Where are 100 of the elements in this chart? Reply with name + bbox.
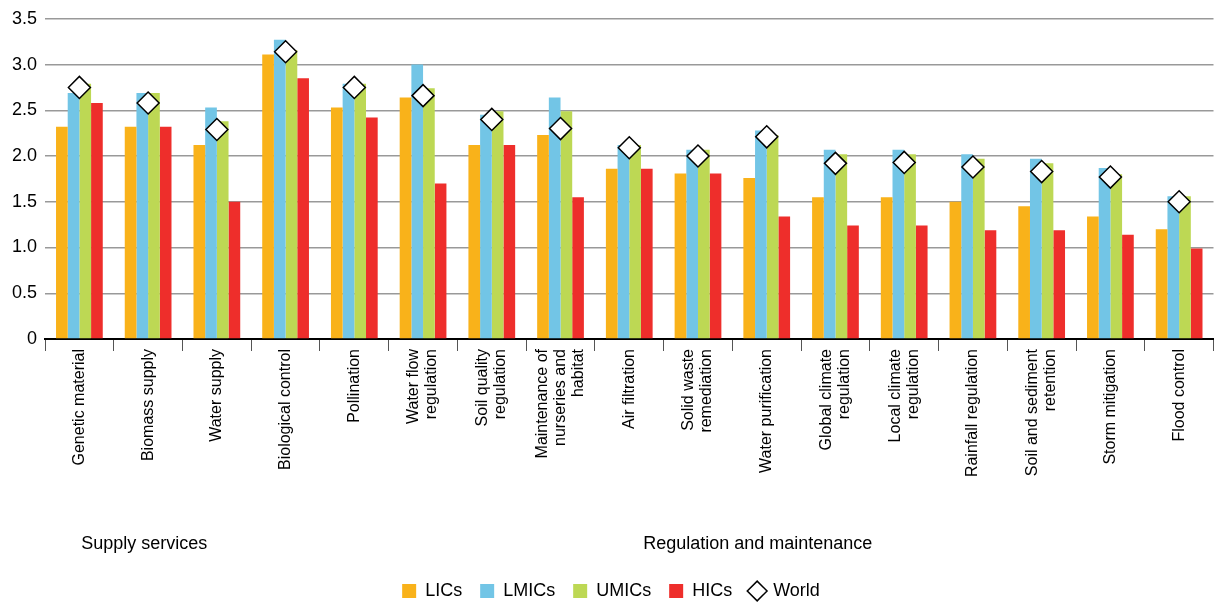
- point: [273, 39, 298, 64]
- bar: [778, 216, 791, 339]
- point: [67, 75, 92, 100]
- point: [961, 155, 985, 179]
- bar: [297, 78, 309, 339]
- bar: [880, 197, 893, 339]
- bar: [342, 83, 355, 339]
- bar: [67, 92, 80, 339]
- x-tick-label: Biological control: [276, 349, 293, 470]
- bar: [847, 225, 859, 339]
- bar: [698, 149, 710, 339]
- bar: [1155, 229, 1168, 339]
- y-tick-label: 1.0: [11, 236, 38, 257]
- bar: [205, 107, 217, 339]
- point: [1098, 165, 1123, 189]
- legend-label: LMICs: [503, 579, 556, 600]
- bar: [709, 173, 722, 339]
- x-tick-label: Genetic material: [69, 349, 87, 466]
- bar: [262, 54, 274, 339]
- bar: [548, 97, 561, 339]
- bar: [949, 201, 962, 339]
- bar: [961, 154, 973, 339]
- point: [411, 83, 435, 108]
- bar: [1110, 174, 1123, 339]
- x-tick-label: Pollination: [344, 349, 362, 423]
- y-tick-label: 3.5: [11, 7, 38, 28]
- bar: [148, 92, 160, 339]
- bar: [812, 197, 824, 339]
- bar: [1179, 196, 1191, 339]
- x-tick-label: Solid waste remediation: [679, 348, 715, 433]
- x-tick-label: Global climate regulation: [816, 348, 852, 451]
- x-tick-label: Water flow regulation: [404, 348, 440, 424]
- bar: [56, 126, 68, 339]
- bar: [273, 39, 286, 339]
- bar: [468, 145, 481, 339]
- bar: [835, 154, 848, 339]
- point: [1167, 190, 1191, 214]
- y-tick-label: 2.5: [11, 99, 38, 120]
- bar: [503, 145, 516, 339]
- x-tick-label: Water purification: [757, 349, 775, 473]
- point: [342, 75, 367, 100]
- bar: [904, 154, 916, 339]
- point: [686, 144, 710, 168]
- bar: [1018, 206, 1030, 339]
- bar: [572, 197, 584, 339]
- point: [480, 107, 504, 132]
- point: [617, 136, 642, 160]
- text: Regulation and maintenance: [643, 532, 873, 553]
- x-tick-label: Storm mitigation: [1100, 349, 1118, 465]
- point: [823, 151, 848, 176]
- y-tick-label: 1.5: [11, 190, 38, 211]
- bar: [79, 83, 92, 339]
- legend-label: UMICs: [596, 579, 652, 600]
- bar: [537, 134, 549, 339]
- x-tick-label: Air filtration: [619, 349, 637, 430]
- y-tick-label: 3.0: [11, 53, 38, 74]
- bar: [640, 168, 653, 339]
- bar: [228, 201, 241, 339]
- bar: [605, 168, 618, 339]
- y-tick-label: 2.0: [11, 145, 38, 165]
- bar: [766, 134, 779, 339]
- bar: [674, 173, 687, 339]
- bar: [617, 145, 630, 339]
- bar: [136, 92, 149, 339]
- bar: [434, 183, 447, 339]
- bar: [354, 83, 367, 339]
- bar: [399, 97, 412, 339]
- y-tick-label: 0.5: [11, 282, 38, 303]
- point: [205, 117, 229, 142]
- bar: [984, 230, 997, 339]
- bar: [411, 64, 424, 339]
- bar: [686, 149, 698, 339]
- bar: [1190, 248, 1203, 339]
- text: Supply services: [81, 532, 208, 553]
- point: [892, 150, 916, 175]
- bar: [159, 126, 172, 339]
- bar: [124, 126, 137, 339]
- bar: [915, 225, 928, 339]
- bar: [1122, 234, 1134, 339]
- legend-label: World: [773, 579, 820, 600]
- bar: [366, 117, 378, 339]
- point: [1029, 159, 1054, 184]
- legend-label: HICs: [692, 579, 733, 600]
- legend-label: LICs: [425, 579, 463, 600]
- point: [136, 91, 160, 115]
- bar: [480, 114, 492, 339]
- bar: [423, 88, 435, 339]
- x-tick-label: Water supply: [207, 349, 225, 442]
- bar: [755, 130, 767, 339]
- bar: [1053, 230, 1066, 339]
- bar: [1167, 196, 1180, 339]
- point: [548, 116, 573, 141]
- x-tick-label: Flood control: [1169, 349, 1187, 442]
- bar: [285, 49, 298, 339]
- bar: [629, 145, 641, 339]
- y-tick-label: 0: [27, 327, 38, 348]
- x-tick-label: Soil and sediment retention: [1023, 348, 1059, 477]
- x-tick-label: Biomass supply: [138, 349, 156, 462]
- bar: [91, 102, 103, 339]
- bar: [1029, 158, 1042, 339]
